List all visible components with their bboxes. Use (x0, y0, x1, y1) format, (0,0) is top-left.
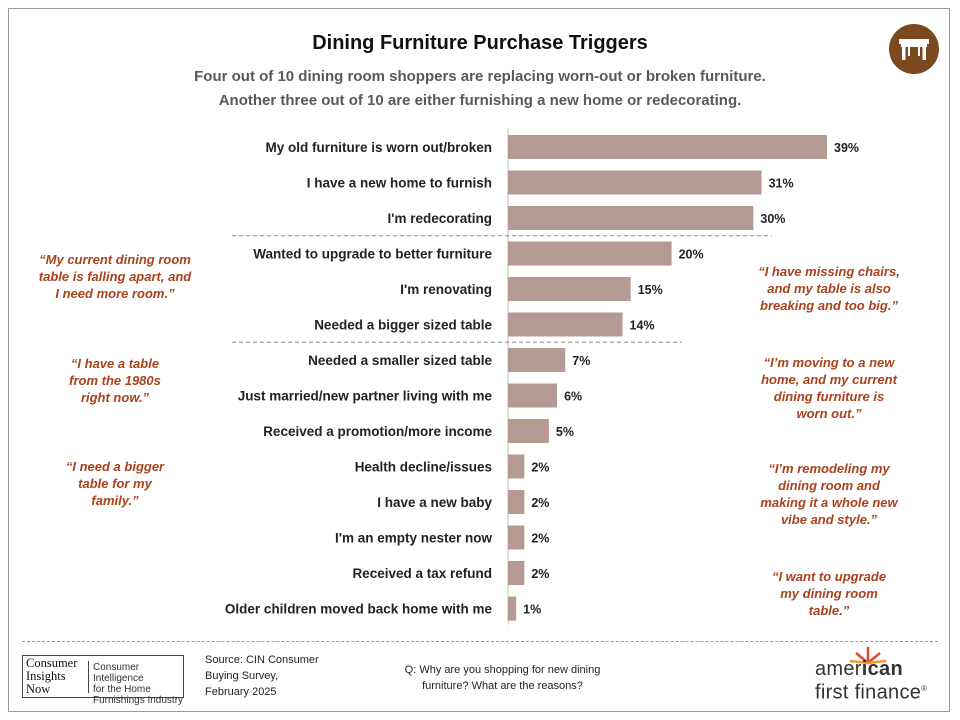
data-label: 20% (679, 248, 704, 262)
data-label: 6% (564, 390, 582, 404)
category-label: I'm redecorating (388, 211, 493, 226)
data-label: 2% (531, 461, 549, 475)
category-label: Older children moved back home with me (225, 602, 493, 617)
cin-logo-wordmark: Consumer Insights Now (26, 656, 78, 696)
cin-logo-separator (88, 661, 89, 693)
chart-title: Dining Furniture Purchase Triggers (312, 32, 648, 54)
quote-right-3: “I’m remodeling my dining room and making … (760, 461, 898, 527)
category-label: My old furniture is worn out/broken (265, 140, 492, 155)
bar (508, 490, 525, 514)
data-label: 2% (531, 567, 549, 581)
bar (508, 348, 566, 372)
data-label: 39% (834, 141, 859, 155)
slide-frame (8, 8, 950, 712)
brand-burst-icon (849, 647, 887, 665)
dining-table-icon (889, 24, 939, 74)
category-label: Needed a bigger sized table (314, 318, 492, 333)
source-note: Source: CIN Consumer Buying Survey, Februa… (205, 654, 319, 698)
quote-left-2: “I have a table from the 1980s right now.” (69, 356, 161, 405)
data-label: 1% (523, 603, 541, 617)
data-label: 14% (630, 319, 655, 333)
american-first-finance-logo: american first finance® (815, 658, 928, 704)
quote-right-4: “I want to upgrade my dining room table.” (771, 569, 887, 618)
category-label: Needed a smaller sized table (308, 353, 492, 368)
bar (508, 454, 525, 479)
data-label: 2% (531, 496, 549, 510)
cin-logo-tagline: Consumer Intelligence for the Home Furnish… (93, 662, 184, 706)
quote-right-2: “I’m moving to a new home, and my current… (761, 355, 897, 421)
category-label: Received a tax refund (352, 566, 492, 581)
quote-right-1: “I have missing chairs, and my table is a… (758, 264, 900, 313)
data-label: 2% (531, 532, 549, 546)
bar (508, 561, 525, 585)
bar (508, 241, 672, 266)
bar (508, 135, 827, 159)
survey-question: Q: Why are you shopping for new dining fu… (404, 664, 601, 692)
bar (508, 383, 558, 408)
quote-left-3: “I need a bigger table for my family.” (65, 459, 165, 508)
bar (508, 525, 525, 550)
data-label: 15% (638, 283, 663, 297)
cin-logo: Consumer Insights Now Consumer Intelligenc… (22, 655, 184, 706)
footer-divider (22, 641, 938, 642)
bar (508, 277, 631, 301)
bar (508, 170, 762, 195)
quote-left-1: “My current dining room table is falling … (38, 252, 192, 301)
category-label: I'm an empty nester now (335, 531, 492, 546)
category-label: Health decline/issues (355, 460, 492, 475)
bar (508, 596, 517, 621)
category-label: I have a new home to furnish (307, 176, 492, 191)
data-label: 31% (769, 177, 794, 191)
category-label: I'm renovating (400, 282, 492, 297)
category-label: I have a new baby (377, 495, 492, 510)
category-label: Wanted to upgrade to better furniture (253, 247, 492, 262)
bar (508, 206, 754, 230)
category-label: Just married/new partner living with me (238, 389, 493, 404)
chart-subtitle-line-2: Another three out of 10 are either furni… (218, 92, 742, 109)
chart-subtitle-line-1: Four out of 10 dining room shoppers are … (194, 68, 766, 85)
data-label: 5% (556, 425, 574, 439)
data-label: 7% (572, 354, 590, 368)
bar (508, 419, 549, 443)
data-label: 30% (760, 212, 785, 226)
bar (508, 312, 623, 337)
category-label: Received a promotion/more income (263, 424, 492, 439)
